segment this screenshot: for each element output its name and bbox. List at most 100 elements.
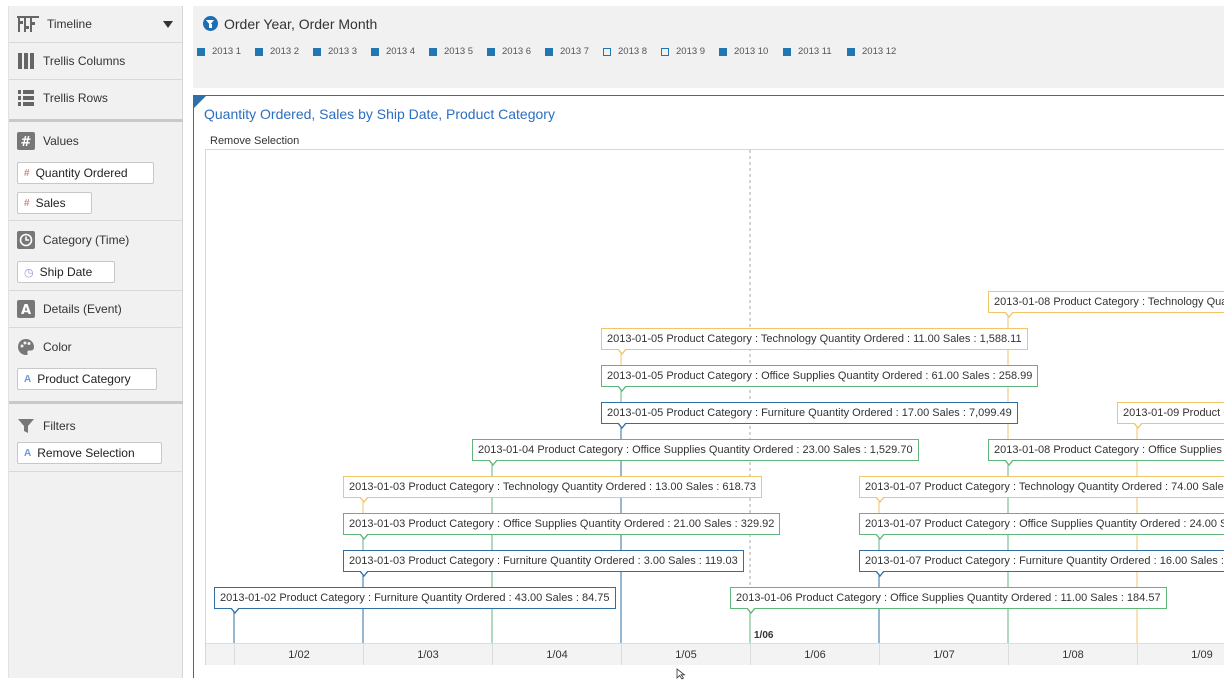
values-section: # Values # Quantity Ordered # Sales (9, 122, 183, 221)
tooltip-pointer-fill (360, 570, 368, 575)
checkbox-checked-icon[interactable] (847, 47, 855, 56)
filters-label: Filters (43, 419, 76, 433)
month-label: 2013 5 (444, 46, 474, 57)
values-label: Values (43, 134, 79, 148)
axis-tick-label: 1/05 (675, 649, 697, 661)
month-label: 2013 1 (212, 46, 242, 57)
event-tooltip[interactable]: 2013-01-02 Product Category : Furniture … (214, 587, 616, 614)
trellis-columns-section[interactable]: Trellis Columns (9, 43, 183, 80)
event-tooltip[interactable]: 2013-01-07 Product Category : Furniture … (859, 550, 1224, 577)
category-section: Category (Time) ◷ Ship Date (9, 221, 183, 291)
month-checkbox-9[interactable]: 2013 9 (661, 46, 705, 57)
checkbox-checked-icon[interactable] (255, 47, 263, 56)
checkbox-checked-icon[interactable] (487, 47, 495, 56)
axis-separator (1137, 644, 1138, 665)
axis-separator (234, 644, 235, 665)
filter-chip-remove-selection[interactable]: A Remove Selection (17, 442, 162, 464)
axis-tick-label: 1/02 (288, 649, 310, 661)
color-section: Color A Product Category (9, 328, 183, 404)
event-tooltip-text: 2013-01-07 Product Category : Furniture … (865, 555, 1224, 567)
axis-separator (363, 644, 364, 665)
month-checkbox-5[interactable]: 2013 5 (429, 46, 473, 57)
month-label: 2013 12 (862, 46, 897, 57)
tooltip-pointer-fill (360, 496, 368, 501)
tooltip-pointer-fill (1005, 311, 1013, 316)
event-tooltip[interactable]: 2013-01-07 Product Category : Office Sup… (859, 513, 1224, 540)
event-tooltip[interactable]: 2013-01-03 Product Category : Furniture … (343, 550, 744, 577)
month-label: 2013 9 (676, 46, 706, 57)
event-tooltip-text: 2013-01-08 Product Category : Technology… (994, 296, 1224, 308)
event-tooltip[interactable]: 2013-01-09 Product Category : Technology… (1117, 402, 1224, 429)
month-label: 2013 3 (328, 46, 358, 57)
event-tooltip[interactable]: 2013-01-08 Product Category : Office Sup… (988, 439, 1224, 466)
month-checkbox-7[interactable]: 2013 7 (545, 46, 589, 57)
month-checkbox-6[interactable]: 2013 6 (487, 46, 531, 57)
event-tooltip[interactable]: 2013-01-06 Product Category : Office Sup… (730, 587, 1167, 614)
measure-hash-icon: # (24, 197, 30, 209)
month-checkbox-8[interactable]: 2013 8 (603, 46, 647, 57)
axis-separator (1008, 644, 1009, 665)
current-date-marker-label: 1/06 (754, 630, 774, 641)
svg-text:A: A (21, 303, 31, 318)
month-checkbox-1[interactable]: 2013 1 (197, 46, 241, 57)
tooltip-pointer-fill (1005, 459, 1013, 464)
event-tooltip[interactable]: 2013-01-04 Product Category : Office Sup… (472, 439, 919, 466)
checkbox-unchecked-icon[interactable] (661, 47, 669, 56)
value-chip-quantity-ordered[interactable]: # Quantity Ordered (17, 162, 154, 184)
chevron-down-icon[interactable] (163, 21, 173, 28)
event-tooltip-text: 2013-01-05 Product Category : Office Sup… (607, 370, 1033, 382)
event-tooltip-text: 2013-01-07 Product Category : Technology… (865, 481, 1224, 493)
month-label: 2013 6 (502, 46, 532, 57)
color-chip-product-category[interactable]: A Product Category (17, 368, 157, 390)
event-tooltip[interactable]: 2013-01-05 Product Category : Technology… (601, 328, 1028, 355)
svg-text:#: # (21, 135, 32, 150)
event-tooltip-text: 2013-01-03 Product Category : Technology… (349, 481, 757, 493)
tooltip-pointer-fill (231, 607, 239, 612)
panel-corner-indicator (194, 96, 206, 108)
month-checkbox-2[interactable]: 2013 2 (255, 46, 299, 57)
checkbox-checked-icon[interactable] (429, 47, 437, 56)
event-tooltip[interactable]: 2013-01-03 Product Category : Office Sup… (343, 513, 781, 540)
event-tooltip[interactable]: 2013-01-05 Product Category : Office Sup… (601, 365, 1039, 392)
month-checkbox-10[interactable]: 2013 10 (719, 46, 768, 57)
trellis-rows-section[interactable]: Trellis Rows (9, 80, 183, 122)
category-chip-label: Ship Date (39, 265, 93, 279)
month-checkbox-3[interactable]: 2013 3 (313, 46, 357, 57)
visualization-label: Timeline (47, 17, 92, 31)
event-tooltip[interactable]: 2013-01-05 Product Category : Furniture … (601, 402, 1018, 429)
left-panel: Timeline Trellis Columns Trellis Rows (8, 6, 183, 678)
category-chip-ship-date[interactable]: ◷ Ship Date (17, 261, 115, 283)
details-label: Details (Event) (43, 302, 122, 316)
checkbox-checked-icon[interactable] (313, 47, 321, 56)
event-tooltip[interactable]: 2013-01-03 Product Category : Technology… (343, 476, 763, 503)
filter-chip-label: Remove Selection (37, 446, 135, 460)
checkbox-unchecked-icon[interactable] (603, 47, 611, 56)
timeline-icon (17, 15, 39, 33)
month-checkbox-12[interactable]: 2013 12 (847, 46, 896, 57)
event-tooltip-text: 2013-01-08 Product Category : Office Sup… (994, 444, 1224, 456)
checkbox-checked-icon[interactable] (197, 47, 205, 56)
checkbox-checked-icon[interactable] (783, 47, 791, 56)
tooltip-pointer-fill (876, 533, 884, 538)
tooltip-pointer-fill (618, 385, 626, 390)
tooltip-pointer-fill (360, 533, 368, 538)
event-tooltip[interactable]: 2013-01-08 Product Category : Technology… (988, 291, 1224, 318)
visualization-selector[interactable]: Timeline (9, 6, 183, 43)
timeline-plot[interactable]: 2013-01-08 Product Category : Technology… (205, 149, 1224, 665)
chart-panel: Quantity Ordered, Sales by Ship Date, Pr… (193, 95, 1224, 678)
event-tooltip[interactable]: 2013-01-07 Product Category : Technology… (859, 476, 1224, 503)
checkbox-checked-icon[interactable] (545, 47, 553, 56)
month-checkbox-11[interactable]: 2013 11 (783, 46, 832, 57)
checkbox-checked-icon[interactable] (371, 47, 379, 56)
event-tooltip-text: 2013-01-06 Product Category : Office Sup… (736, 592, 1161, 604)
event-tooltip-text: 2013-01-02 Product Category : Furniture … (220, 592, 610, 604)
mouse-cursor-icon (676, 668, 686, 680)
month-checkbox-4[interactable]: 2013 4 (371, 46, 415, 57)
axis-separator (492, 644, 493, 665)
axis-separator (621, 644, 622, 665)
value-chip-sales[interactable]: # Sales (17, 192, 92, 214)
checkbox-checked-icon[interactable] (719, 47, 727, 56)
month-label: 2013 8 (618, 46, 648, 57)
remove-selection-label[interactable]: Remove Selection (210, 135, 300, 147)
axis-tick-label: 1/08 (1062, 649, 1084, 661)
